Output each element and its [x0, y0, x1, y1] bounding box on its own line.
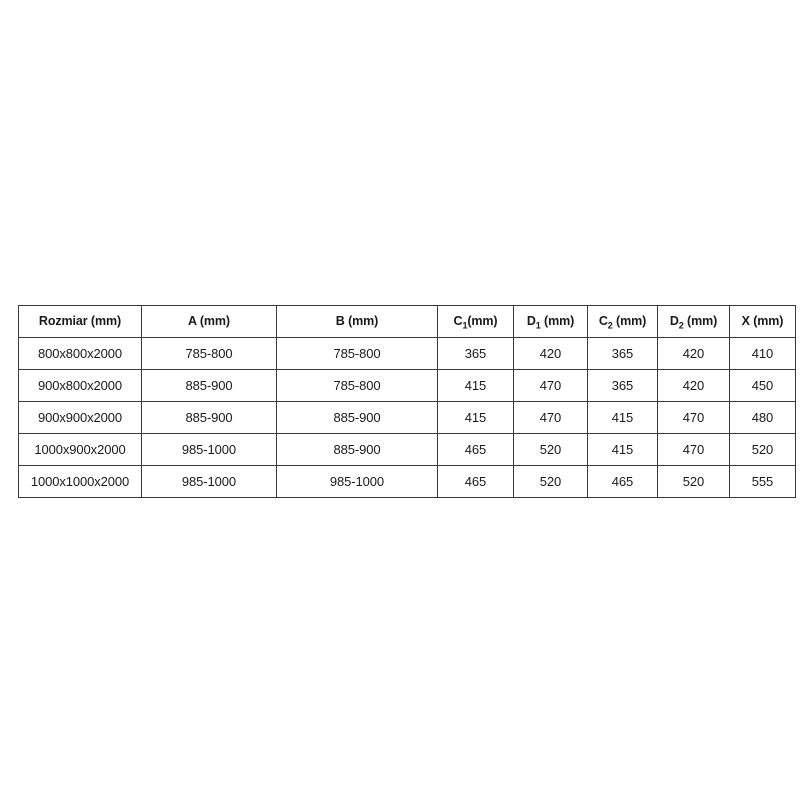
cell-d1: 520	[513, 465, 588, 498]
cell-d1: 420	[513, 337, 588, 370]
cell-d2: 470	[657, 401, 730, 434]
column-header-d1: D1 (mm)	[513, 305, 588, 338]
column-header-c2-subscript: 2	[607, 320, 613, 331]
table-row: 1000x1000x2000 985-1000 985-1000 465 520 465 5…	[18, 465, 796, 498]
cell-b: 785-800	[276, 337, 438, 370]
table-header-row: Rozmiar (mm) A (mm) B (mm) C1(mm) D1 (mm…	[18, 305, 796, 338]
column-header-d1-subscript: 1	[535, 320, 541, 331]
cell-d2: 420	[657, 369, 730, 402]
cell-c2: 415	[587, 401, 658, 434]
cell-size: 800x800x2000	[18, 337, 142, 370]
cell-c1: 415	[437, 369, 514, 402]
cell-c2: 365	[587, 369, 658, 402]
cell-c2: 465	[587, 465, 658, 498]
cell-x: 450	[729, 369, 796, 402]
cell-a: 885-900	[141, 369, 277, 402]
cell-size: 1000x1000x2000	[18, 465, 142, 498]
column-header-d2-unit: (mm)	[683, 314, 718, 328]
cell-a: 885-900	[141, 401, 277, 434]
cell-d1: 470	[513, 369, 588, 402]
column-header-d2-base: D	[669, 314, 679, 328]
cell-size: 900x800x2000	[18, 369, 142, 402]
cell-d2: 520	[657, 465, 730, 498]
cell-b: 785-800	[276, 369, 438, 402]
cell-c1: 465	[437, 465, 514, 498]
cell-a: 785-800	[141, 337, 277, 370]
specification-table-container: Rozmiar (mm) A (mm) B (mm) C1(mm) D1 (mm…	[18, 305, 796, 498]
cell-a: 985-1000	[141, 465, 277, 498]
cell-b: 985-1000	[276, 465, 438, 498]
column-header-c1-subscript: 1	[462, 320, 468, 331]
column-header-d1-unit: (mm)	[540, 314, 575, 328]
cell-b: 885-900	[276, 433, 438, 466]
column-header-a: A (mm)	[141, 305, 277, 338]
table-row: 800x800x2000 785-800 785-800 365 420 365 420 41…	[18, 337, 796, 370]
table-row: 1000x900x2000 985-1000 885-900 465 520 415 470…	[18, 433, 796, 466]
table-header: Rozmiar (mm) A (mm) B (mm) C1(mm) D1 (mm…	[18, 305, 796, 338]
column-header-b: B (mm)	[276, 305, 438, 338]
table-row: 900x900x2000 885-900 885-900 415 470 415 470 48…	[18, 401, 796, 434]
cell-d2: 420	[657, 337, 730, 370]
cell-c2: 415	[587, 433, 658, 466]
cell-size: 1000x900x2000	[18, 433, 142, 466]
column-header-c1: C1(mm)	[437, 305, 514, 338]
column-header-c2-base: C	[598, 314, 608, 328]
column-header-d2: D2 (mm)	[657, 305, 730, 338]
cell-x: 480	[729, 401, 796, 434]
cell-d1: 520	[513, 433, 588, 466]
dimensions-specification-table: Rozmiar (mm) A (mm) B (mm) C1(mm) D1 (mm…	[18, 305, 796, 498]
column-header-c2: C2 (mm)	[587, 305, 658, 338]
column-header-d2-subscript: 2	[678, 320, 684, 331]
column-header-x: X (mm)	[729, 305, 796, 338]
column-header-c1-unit: (mm)	[467, 314, 498, 328]
cell-size: 900x900x2000	[18, 401, 142, 434]
cell-c1: 465	[437, 433, 514, 466]
cell-b: 885-900	[276, 401, 438, 434]
cell-d1: 470	[513, 401, 588, 434]
cell-d2: 470	[657, 433, 730, 466]
cell-x: 555	[729, 465, 796, 498]
table-row: 900x800x2000 885-900 785-800 415 470 365 420 45…	[18, 369, 796, 402]
cell-c1: 365	[437, 337, 514, 370]
column-header-d1-base: D	[526, 314, 536, 328]
cell-x: 410	[729, 337, 796, 370]
cell-c1: 415	[437, 401, 514, 434]
cell-a: 985-1000	[141, 433, 277, 466]
column-header-c2-unit: (mm)	[612, 314, 647, 328]
cell-c2: 365	[587, 337, 658, 370]
cell-x: 520	[729, 433, 796, 466]
column-header-c1-base: C	[453, 314, 463, 328]
table-body: 800x800x2000 785-800 785-800 365 420 365 420 41…	[18, 337, 796, 498]
column-header-rozmiar: Rozmiar (mm)	[18, 305, 142, 338]
